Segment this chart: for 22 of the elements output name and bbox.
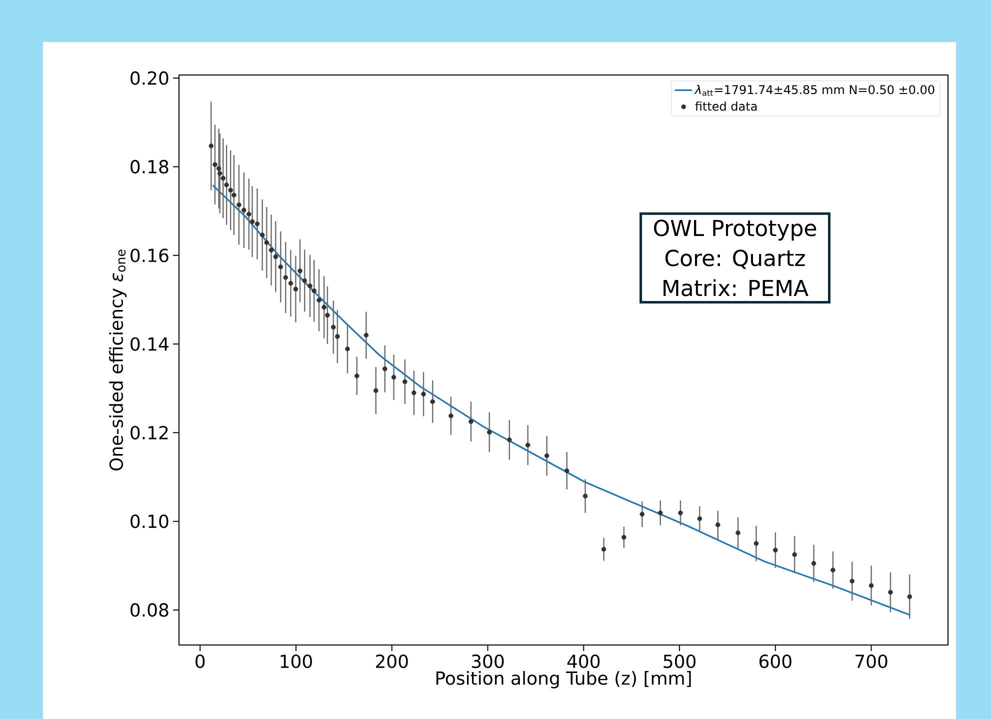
annotation: Core: Quartz bbox=[665, 250, 805, 269]
x-tick-label: 100 bbox=[280, 654, 312, 668]
x-axis-title: Position along Tube (z) [mm] bbox=[436, 671, 691, 688]
y-tick-label: 0.10 bbox=[130, 514, 168, 528]
x-tick-label: 200 bbox=[376, 654, 408, 668]
x-tick-label: 600 bbox=[759, 654, 792, 668]
x-tick-label: 400 bbox=[567, 654, 600, 668]
y-tick-label: 0.12 bbox=[130, 426, 168, 440]
y-tick-label: 0.16 bbox=[130, 248, 168, 262]
annotation: Matrix: PEMA bbox=[664, 279, 808, 296]
legend-label: λ$_{att}$=1791.74±45.85 mm N=0.50 ±0.00 bbox=[694, 84, 934, 96]
x-tick-label: 700 bbox=[856, 654, 888, 668]
x-tick-label: 300 bbox=[472, 654, 504, 668]
legend-label: fitted data bbox=[695, 102, 757, 111]
y-tick-label: 0.20 bbox=[130, 71, 168, 85]
annotation: OWL Prototype bbox=[654, 220, 816, 241]
y-tick-label: 0.18 bbox=[130, 160, 168, 174]
y-axis-title: One-sided efficiency ε$_{one}$ bbox=[109, 250, 127, 470]
y-tick-label: 0.08 bbox=[130, 603, 168, 617]
y-tick-label: 0.14 bbox=[130, 337, 168, 351]
x-tick-label: 500 bbox=[664, 654, 696, 668]
x-tick-label: 0 bbox=[196, 654, 205, 668]
